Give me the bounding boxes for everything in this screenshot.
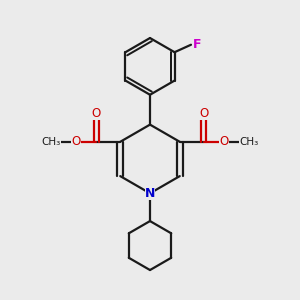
Text: CH₃: CH₃ — [239, 137, 259, 147]
Text: CH₃: CH₃ — [41, 137, 61, 147]
Text: F: F — [193, 38, 202, 51]
Text: O: O — [199, 107, 208, 120]
Text: O: O — [71, 135, 81, 148]
Text: O: O — [92, 107, 101, 120]
Text: N: N — [145, 187, 155, 200]
Text: O: O — [219, 135, 229, 148]
